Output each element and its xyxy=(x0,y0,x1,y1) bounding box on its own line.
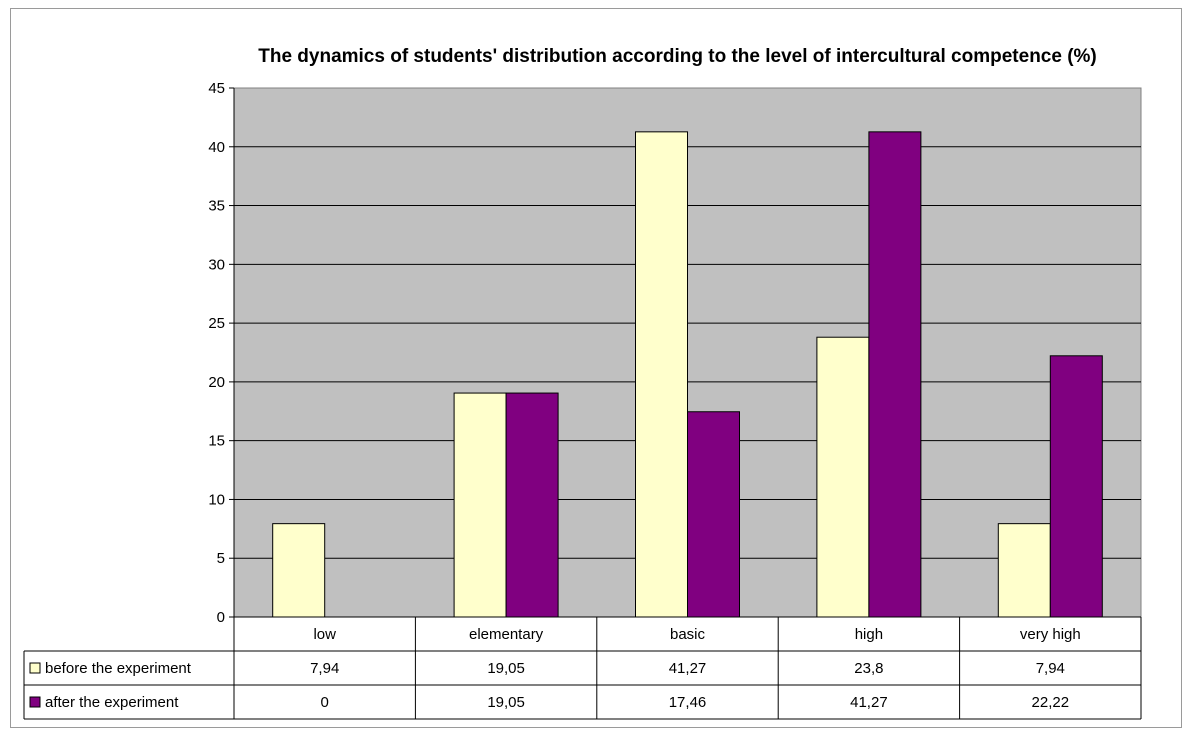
bar-1-elementary xyxy=(505,392,559,618)
data-label: 19,05 xyxy=(487,660,525,677)
data-label: 17,46 xyxy=(669,694,707,711)
data-label: 7,94 xyxy=(1036,660,1065,677)
bar-0-high xyxy=(816,336,870,618)
category-label: elementary xyxy=(469,626,544,643)
bar-0-very-high xyxy=(997,523,1051,618)
y-tick-label: 25 xyxy=(208,315,225,332)
chart-frame xyxy=(10,8,1182,728)
y-tick-label: 5 xyxy=(217,550,225,567)
bar-1-very-high xyxy=(1049,355,1103,618)
category-label: very high xyxy=(1020,626,1081,643)
y-tick-label: 20 xyxy=(208,374,225,391)
y-tick-label: 40 xyxy=(208,139,225,156)
data-label: 7,94 xyxy=(310,660,339,677)
legend-label-0: before the experiment xyxy=(45,660,192,677)
bar-0-low xyxy=(272,523,326,618)
legend-label-1: after the experiment xyxy=(45,694,179,711)
bar-0-elementary xyxy=(453,392,507,618)
bar-0-basic xyxy=(635,131,688,618)
legend-key-0 xyxy=(29,662,41,674)
data-label: 22,22 xyxy=(1032,694,1070,711)
bar-1-high xyxy=(868,131,922,618)
legend-key-1 xyxy=(29,696,41,708)
category-label: high xyxy=(855,626,883,643)
y-tick-label: 45 xyxy=(208,80,225,97)
bar-1-basic xyxy=(687,411,740,618)
y-tick-label: 30 xyxy=(208,256,225,273)
category-label: basic xyxy=(670,626,706,643)
category-label: low xyxy=(313,626,336,643)
y-tick-label: 15 xyxy=(208,433,225,450)
data-label: 41,27 xyxy=(850,694,888,711)
y-tick-label: 35 xyxy=(208,198,225,215)
data-label: 41,27 xyxy=(669,660,707,677)
chart-title: The dynamics of students' distribution a… xyxy=(258,46,1097,67)
y-tick-label: 10 xyxy=(208,491,225,508)
data-label: 23,8 xyxy=(854,660,883,677)
data-label: 0 xyxy=(321,694,329,711)
y-tick-label: 0 xyxy=(217,609,225,626)
data-label: 19,05 xyxy=(487,694,525,711)
